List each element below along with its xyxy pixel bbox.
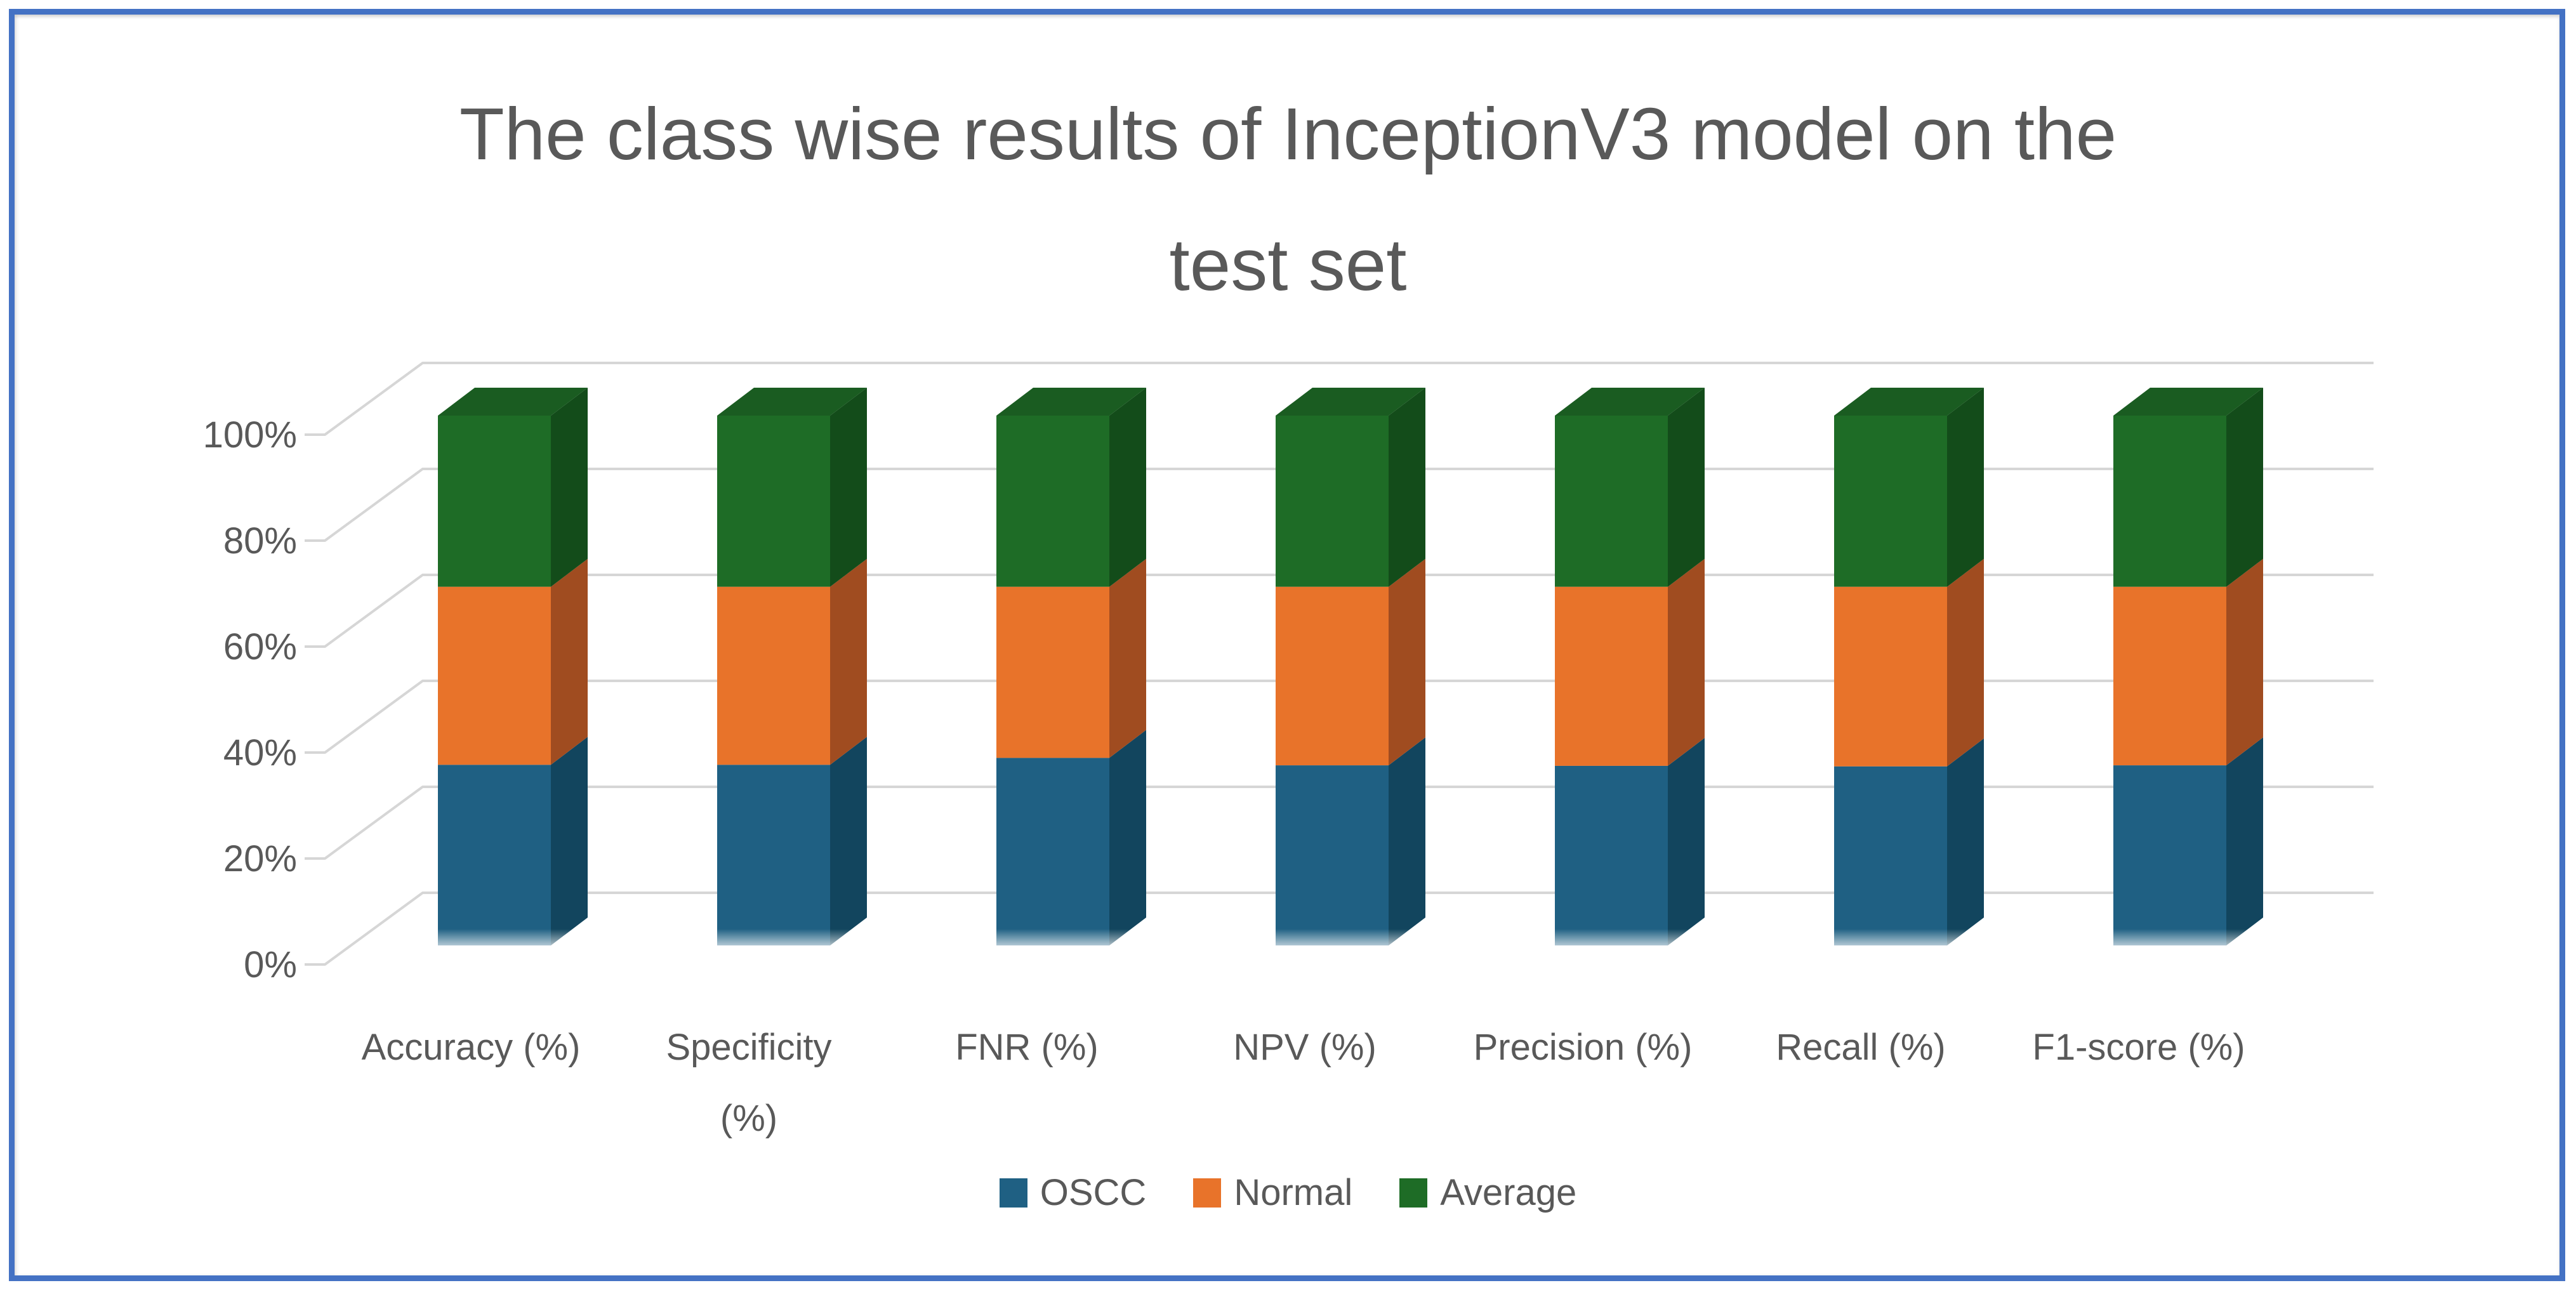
bar-column-7 — [2113, 388, 2263, 945]
bar-segment-average-side — [551, 388, 588, 587]
legend-item-normal: Normal — [1193, 1171, 1352, 1214]
overlays-group — [437, 929, 2264, 951]
figure-border — [9, 9, 2565, 1281]
bar-segment-average-side — [1947, 388, 1984, 587]
bar-base-fade — [1274, 929, 1427, 951]
bar-column-4 — [1276, 388, 1425, 945]
y-axis-tick-label: 0% — [244, 944, 297, 985]
bar-segment-oscc-side — [1389, 737, 1425, 945]
category-label: NPV (%) — [1233, 1027, 1377, 1068]
bar-base-fade — [2112, 929, 2264, 951]
bar-segment-normal-front — [1555, 586, 1668, 766]
bar-segment-normal-front — [1834, 586, 1947, 767]
bar-segment-average-top — [996, 388, 1146, 416]
legend-swatch-normal — [1193, 1178, 1222, 1208]
bar-segment-average-top — [717, 388, 867, 416]
legend-label: Normal — [1234, 1172, 1353, 1213]
legend-label: OSCC — [1040, 1172, 1147, 1213]
legend-label: Average — [1440, 1172, 1577, 1213]
bar-base-fade — [1554, 929, 1706, 951]
bar-segment-oscc-side — [830, 737, 867, 945]
bar-segment-oscc-side — [1109, 730, 1146, 945]
bar-segment-average-top — [1276, 388, 1425, 416]
bar-segment-normal-side — [551, 558, 588, 765]
bar-segment-average-front — [717, 416, 830, 587]
bar-segment-oscc-side — [1947, 738, 1984, 945]
bar-column-2 — [717, 388, 867, 945]
bar-segment-oscc-side — [551, 737, 588, 945]
category-label: Specificity — [666, 1027, 831, 1068]
bar-segment-oscc-front — [717, 765, 830, 945]
bar-column-5 — [1555, 388, 1705, 945]
bar-segment-average-front — [1555, 416, 1668, 587]
bar-segment-oscc-front — [996, 758, 1109, 945]
bar-segment-normal-front — [996, 586, 1109, 758]
bars-group — [438, 388, 2263, 945]
category-label: F1-score (%) — [2032, 1027, 2245, 1068]
bar-column-6 — [1834, 388, 1984, 945]
bar-column-3 — [996, 388, 1146, 945]
bar-segment-average-top — [438, 388, 588, 416]
bar-segment-normal-side — [1109, 558, 1146, 758]
chart-legend: OSCC Normal Average — [0, 1171, 2576, 1214]
bar-segment-average-front — [996, 416, 1109, 587]
bar-segment-oscc-front — [1834, 766, 1947, 945]
bar-base-fade — [716, 929, 868, 951]
category-label: FNR (%) — [955, 1027, 1099, 1068]
y-axis-tick-label: 80% — [223, 520, 297, 562]
bar-column-1 — [438, 388, 588, 945]
bar-segment-normal-front — [1276, 586, 1389, 766]
bar-segment-average-front — [438, 416, 551, 587]
bar-segment-average-top — [1834, 388, 1984, 416]
bar-segment-oscc-front — [1276, 765, 1389, 945]
bar-segment-average-side — [1109, 388, 1146, 587]
legend-item-oscc: OSCC — [999, 1171, 1147, 1214]
y-axis-tick-label: 40% — [223, 732, 297, 773]
bar-segment-average-top — [1555, 388, 1705, 416]
bar-segment-average-side — [1389, 388, 1425, 587]
bar-segment-normal-side — [1389, 558, 1425, 766]
bar-segment-average-front — [1276, 416, 1389, 587]
y-axis-tick-label: 20% — [223, 838, 297, 879]
chart-title: The class wise results of InceptionV3 mo… — [459, 93, 2117, 306]
bar-segment-normal-front — [2113, 586, 2226, 766]
bar-base-fade — [437, 929, 589, 951]
y-axis-tick-label: 60% — [223, 626, 297, 668]
y-axis-tick-labels: 0% 20% 40% 60% 80% 100% — [203, 414, 297, 985]
bar-segment-average-top — [2113, 388, 2263, 416]
bar-segment-normal-side — [1947, 558, 1984, 767]
bar-segment-normal-side — [1668, 558, 1705, 766]
bar-segment-normal-front — [438, 586, 551, 765]
bar-base-fade — [995, 929, 1147, 951]
category-label: Precision (%) — [1474, 1027, 1693, 1068]
bar-base-fade — [1833, 929, 1985, 951]
gridline — [305, 362, 2374, 436]
bar-segment-normal-side — [2226, 558, 2263, 766]
legend-swatch-average — [1399, 1178, 1428, 1208]
bar-segment-oscc-side — [1668, 737, 1705, 945]
y-axis-tick-label: 100% — [203, 414, 297, 456]
bar-segment-normal-side — [830, 558, 867, 765]
bar-segment-oscc-front — [438, 765, 551, 945]
bar-segment-oscc-front — [1555, 765, 1668, 945]
bar-segment-average-side — [830, 388, 867, 587]
bar-segment-average-front — [2113, 416, 2226, 587]
legend-swatch-oscc — [999, 1178, 1027, 1208]
bar-segment-oscc-front — [2113, 765, 2226, 945]
category-label: Accuracy (%) — [362, 1027, 581, 1068]
bar-segment-normal-front — [717, 586, 830, 765]
category-label: Recall (%) — [1776, 1027, 1946, 1068]
bar-segment-average-front — [1834, 416, 1947, 587]
legend-item-average: Average — [1399, 1171, 1576, 1214]
bar-segment-average-side — [1668, 388, 1705, 587]
bar-segment-oscc-side — [2226, 737, 2263, 945]
category-label: (%) — [720, 1098, 777, 1139]
bar-segment-average-side — [2226, 388, 2263, 587]
category-axis-labels: Accuracy (%) Specificity (%) FNR (%) NPV (%)… — [362, 1027, 2245, 1139]
